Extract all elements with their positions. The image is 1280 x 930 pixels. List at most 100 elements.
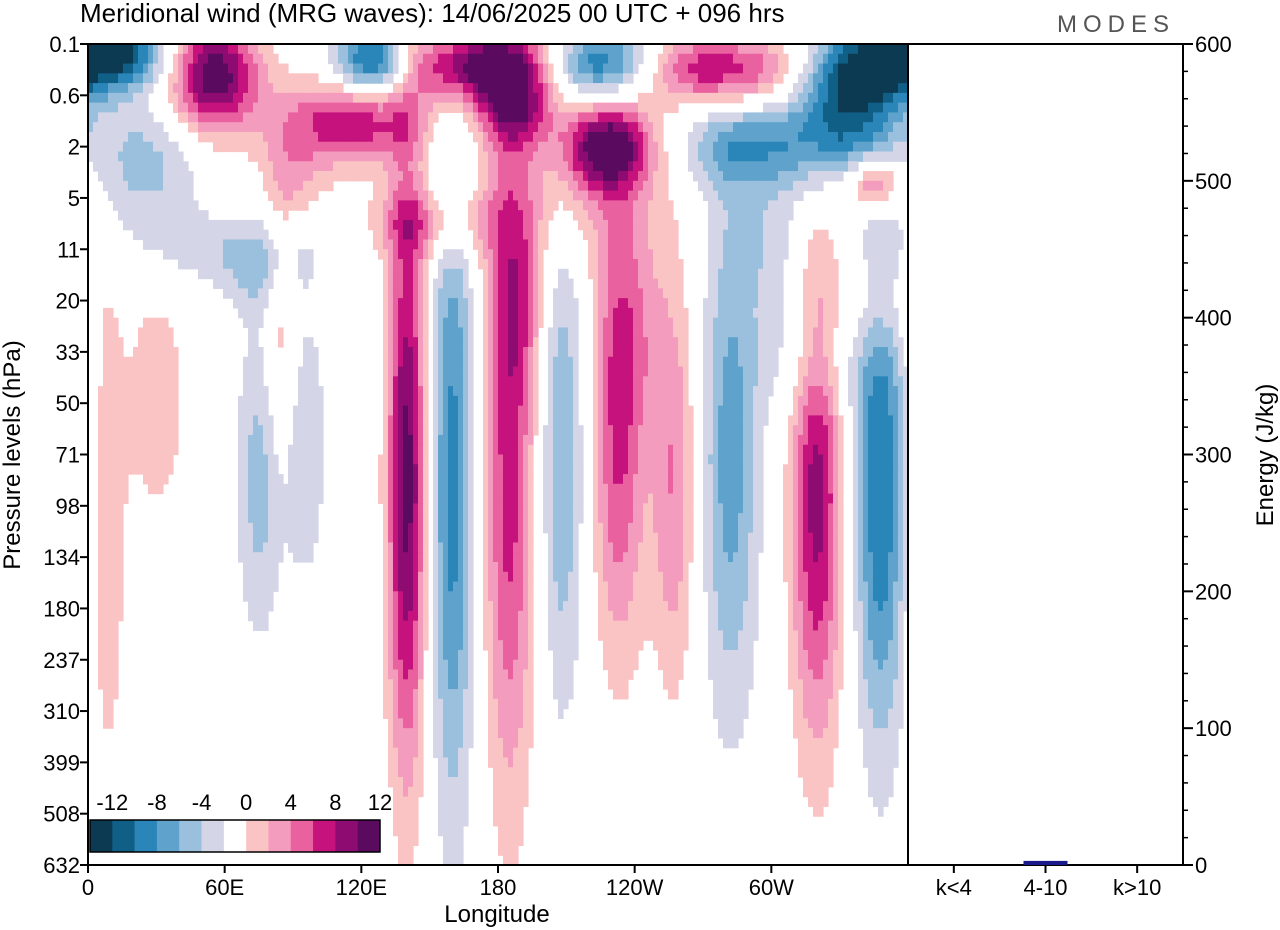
heat-cell <box>893 317 899 329</box>
heat-cell <box>718 415 724 426</box>
heat-cell <box>838 92 844 104</box>
heat-cell <box>393 151 399 162</box>
heat-cell <box>633 259 639 270</box>
heat-cell <box>708 161 714 172</box>
heat-cell <box>508 259 514 270</box>
heat-cell <box>818 288 824 299</box>
heat-cell <box>513 444 519 456</box>
heat-cell <box>448 53 454 65</box>
heat-cell <box>248 151 254 162</box>
heat-cell <box>828 444 834 456</box>
heat-cell <box>873 434 879 446</box>
heat-cell <box>493 278 499 289</box>
heat-cell <box>743 112 749 123</box>
heat-cell <box>633 298 639 309</box>
heat-cell <box>513 386 519 397</box>
heat-cell <box>108 102 114 114</box>
heat-cell <box>178 102 184 114</box>
heat-cell <box>783 141 789 153</box>
heat-cell <box>218 44 224 55</box>
heat-cell <box>693 63 699 74</box>
heat-cell <box>518 83 524 94</box>
heat-cell <box>853 366 859 377</box>
heat-cell <box>803 337 809 348</box>
heat-cell <box>603 346 609 358</box>
heat-cell <box>313 171 319 182</box>
heat-cell <box>653 278 659 289</box>
heat-cell <box>108 73 114 84</box>
heat-cell <box>498 229 504 241</box>
heat-cell <box>153 171 159 182</box>
heat-cell <box>423 317 429 329</box>
heat-cell <box>483 102 489 114</box>
heat-cell <box>413 229 419 241</box>
heat-cell <box>708 180 714 192</box>
heat-cell <box>128 131 134 143</box>
heat-cell <box>873 317 879 329</box>
heat-cell <box>583 122 589 133</box>
heat-cell <box>778 141 784 153</box>
heat-cell <box>218 239 224 250</box>
heat-cell <box>628 298 634 309</box>
heat-cell <box>563 288 569 299</box>
heat-cell <box>878 317 884 329</box>
heat-cell <box>163 239 169 250</box>
heat-cell <box>863 102 869 114</box>
heat-cell <box>573 161 579 172</box>
heat-cell <box>573 356 579 368</box>
heat-cell <box>653 171 659 182</box>
heat-cell <box>638 180 644 192</box>
heat-cell <box>118 464 124 475</box>
heat-cell <box>343 171 349 182</box>
heat-cell <box>128 464 134 475</box>
heat-cell <box>113 200 119 211</box>
heat-cell <box>903 73 909 84</box>
heat-cell <box>463 454 469 465</box>
heat-cell <box>163 415 169 426</box>
heat-cell <box>458 83 464 94</box>
heat-cell <box>393 102 399 114</box>
heat-cell <box>528 356 534 368</box>
heat-cell <box>858 73 864 84</box>
heat-cell <box>343 102 349 114</box>
heat-cell <box>433 337 439 348</box>
heat-cell <box>413 395 419 407</box>
heat-cell <box>218 112 224 123</box>
heat-cell <box>728 317 734 329</box>
heat-cell <box>163 386 169 397</box>
heat-cell <box>798 151 804 162</box>
heat-cell <box>183 161 189 172</box>
heat-cell <box>398 180 404 192</box>
heat-cell <box>658 63 664 74</box>
heat-cell <box>128 180 134 192</box>
heat-cell <box>803 366 809 377</box>
heat-cell <box>378 239 384 250</box>
heat-cell <box>463 444 469 456</box>
heat-cell <box>543 229 549 241</box>
heat-cell <box>133 141 139 153</box>
heat-cell <box>418 454 424 465</box>
heat-cell <box>433 229 439 241</box>
heat-cell <box>813 405 819 416</box>
heat-cell <box>403 454 409 465</box>
heat-cell <box>763 405 769 416</box>
heat-cell <box>653 346 659 358</box>
heat-cell <box>168 395 174 407</box>
heat-cell <box>353 161 359 172</box>
heat-cell <box>138 102 144 114</box>
heat-cell <box>148 219 154 231</box>
heat-cell <box>88 44 94 55</box>
heat-cell <box>613 259 619 270</box>
heat-cell <box>588 53 594 65</box>
heat-cell <box>463 53 469 65</box>
heat-cell <box>738 278 744 289</box>
heat-cell <box>898 112 904 123</box>
heat-cell <box>798 83 804 94</box>
heat-cell <box>348 151 354 162</box>
heat-cell <box>358 73 364 84</box>
heat-cell <box>423 180 429 192</box>
heat-cell <box>593 44 599 55</box>
heat-cell <box>663 210 669 221</box>
heat-cell <box>508 444 514 456</box>
heat-cell <box>578 63 584 74</box>
